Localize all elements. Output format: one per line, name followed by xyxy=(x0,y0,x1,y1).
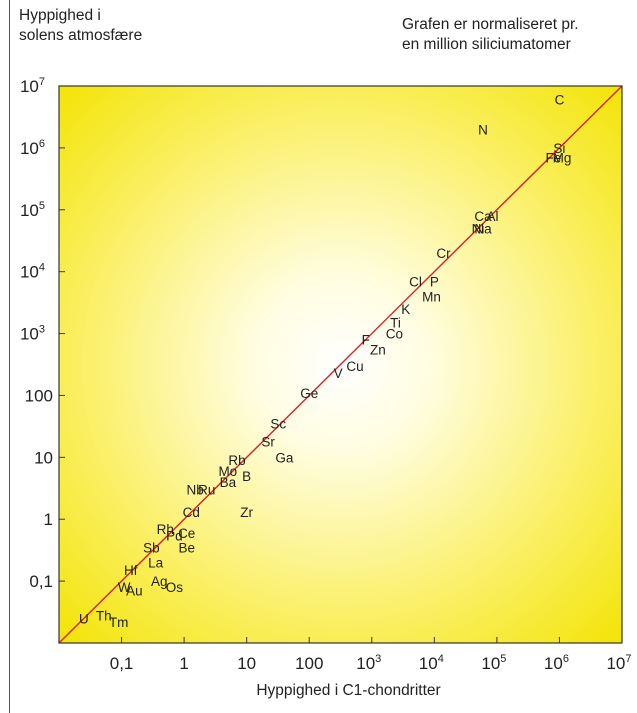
element-label-rh: Rh xyxy=(157,522,174,537)
x-tick-label: 103 xyxy=(356,653,381,673)
element-label-ca: Ca xyxy=(474,209,492,224)
element-label-sb: Sb xyxy=(143,540,160,555)
element-label-mn: Mn xyxy=(422,289,441,304)
x-tick-label: 10 xyxy=(237,654,256,673)
plot-frame xyxy=(58,85,623,644)
y-tick-label: 100 xyxy=(25,386,53,405)
element-label-rb: Rb xyxy=(228,453,245,468)
element-label-ni: Ni xyxy=(472,221,485,236)
y-tick-label: 104 xyxy=(20,262,45,282)
element-label-cu: Cu xyxy=(346,359,363,374)
left-frame-line xyxy=(9,0,10,713)
y-tick-label: 106 xyxy=(20,138,45,158)
element-label-ti: Ti xyxy=(390,316,401,331)
element-label-ag: Ag xyxy=(151,574,168,589)
element-label-la: La xyxy=(148,555,164,570)
element-label-k: K xyxy=(401,302,410,317)
element-label-u: U xyxy=(79,611,89,626)
element-label-hf: Hf xyxy=(124,563,138,578)
element-label-cr: Cr xyxy=(436,246,451,261)
element-label-os: Os xyxy=(166,580,184,595)
normalization-note-line-1: Grafen er normaliseret pr. xyxy=(402,16,579,33)
element-label-al: Al xyxy=(486,209,498,224)
element-label-co: Co xyxy=(386,327,403,342)
element-label-zr: Zr xyxy=(240,505,253,520)
reference-diagonal-line xyxy=(59,86,622,643)
y-axis-label: Hyppighed i solens atmosfære xyxy=(19,6,142,46)
y-tick-label: 103 xyxy=(20,324,45,344)
element-label-be: Be xyxy=(178,540,195,555)
x-tick-label: 100 xyxy=(295,654,323,673)
element-label-n: N xyxy=(478,122,488,137)
element-label-cd: Cd xyxy=(183,505,200,520)
element-label-ga: Ga xyxy=(275,450,294,465)
element-label-ce: Ce xyxy=(178,526,195,541)
element-label-v: V xyxy=(334,366,343,381)
x-tick-label: 0,1 xyxy=(110,654,134,673)
element-label-w: W xyxy=(118,580,131,595)
x-tick-label: 105 xyxy=(481,653,506,673)
element-label-tm: Tm xyxy=(109,615,129,630)
x-tick-label: 1 xyxy=(179,654,188,673)
element-label-au: Au xyxy=(126,584,143,599)
element-label-cl: Cl xyxy=(409,274,422,289)
element-label-sr: Sr xyxy=(261,435,275,450)
y-axis-label-line-1: Hyppighed i xyxy=(19,7,101,24)
element-label-zn: Zn xyxy=(370,343,386,358)
y-tick-label: 1 xyxy=(44,510,53,529)
element-label-fe: Fe xyxy=(545,150,561,165)
element-label-mg: Mg xyxy=(553,150,572,165)
element-label-th: Th xyxy=(96,608,112,623)
element-label-na: Na xyxy=(474,221,492,236)
element-label-si: Si xyxy=(553,141,565,156)
y-axis-label-line-2: solens atmosfære xyxy=(19,27,143,44)
element-label-sc: Sc xyxy=(270,417,286,432)
x-tick-label: 107 xyxy=(606,653,631,673)
y-tick-label: 10 xyxy=(34,448,53,467)
element-label-mo: Mo xyxy=(218,464,237,479)
element-label-nb: Nb xyxy=(186,483,203,498)
element-label-p: P xyxy=(430,274,439,289)
element-label-ru: Ru xyxy=(198,483,215,498)
y-tick-label: 107 xyxy=(20,76,45,96)
x-tick-label: 106 xyxy=(544,653,569,673)
normalization-note-line-2: en million siliciumatomer xyxy=(402,36,571,53)
x-tick-label: 104 xyxy=(419,653,444,673)
normalization-note: Grafen er normaliseret pr. en million si… xyxy=(402,15,579,55)
element-label-c: C xyxy=(555,93,565,108)
element-label-ba: Ba xyxy=(220,475,237,490)
element-label-ge: Ge xyxy=(300,386,318,401)
y-tick-label: 105 xyxy=(20,200,45,220)
y-tick-label: 0,1 xyxy=(29,572,53,591)
element-label-pd: Pd xyxy=(166,528,183,543)
element-label-f: F xyxy=(362,333,370,348)
x-axis-label: Hyppighed i C1-chondritter xyxy=(256,682,441,699)
element-label-b: B xyxy=(242,469,251,484)
